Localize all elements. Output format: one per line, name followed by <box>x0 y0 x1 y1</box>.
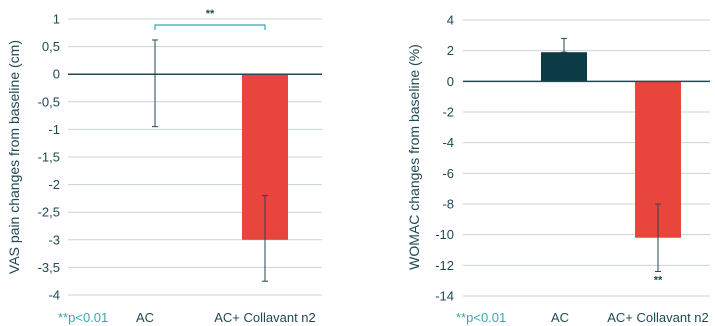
y-tick-label: -1 <box>48 122 60 137</box>
y-tick-label: -14 <box>435 289 454 304</box>
y-axis-title: WOMAC changes from baseline (%) <box>406 44 422 270</box>
y-tick-label: -3 <box>48 232 60 247</box>
y-tick-label: -2,5 <box>38 205 60 220</box>
significance-bracket <box>154 24 266 30</box>
y-tick-label: -4 <box>48 288 60 303</box>
y-tick-label: 0,5 <box>42 39 60 54</box>
significance-label: ** <box>654 274 663 286</box>
bar <box>541 52 587 82</box>
x-category-label: AC+ Collavant n2 <box>214 310 316 325</box>
x-category-label: AC <box>136 310 154 325</box>
y-tick-label: 1 <box>53 12 60 27</box>
y-tick-label: -2 <box>442 105 454 120</box>
footnote: **p<0.01 <box>58 310 108 325</box>
y-tick-label: -6 <box>442 166 454 181</box>
y-tick-label: 0 <box>53 67 60 82</box>
y-tick-label: -10 <box>435 227 454 242</box>
y-tick-label: 4 <box>447 13 454 28</box>
x-category-label: AC <box>551 310 569 325</box>
y-tick-label: -0,5 <box>38 94 60 109</box>
y-tick-label: -2 <box>48 177 60 192</box>
significance-label: ** <box>206 8 215 20</box>
y-tick-label: 0 <box>447 74 454 89</box>
y-tick-label: -1,5 <box>38 150 60 165</box>
footnote: **p<0.01 <box>456 310 506 325</box>
y-axis-title: VAS pain changes from baseline (cm) <box>6 40 22 274</box>
y-tick-label: -8 <box>442 197 454 212</box>
y-tick-label: -12 <box>435 258 454 273</box>
y-tick-label: -3,5 <box>38 260 60 275</box>
y-tick-label: 2 <box>447 43 454 58</box>
x-category-label: AC+ Collavant n2 <box>607 310 709 325</box>
y-tick-label: -4 <box>442 135 454 150</box>
